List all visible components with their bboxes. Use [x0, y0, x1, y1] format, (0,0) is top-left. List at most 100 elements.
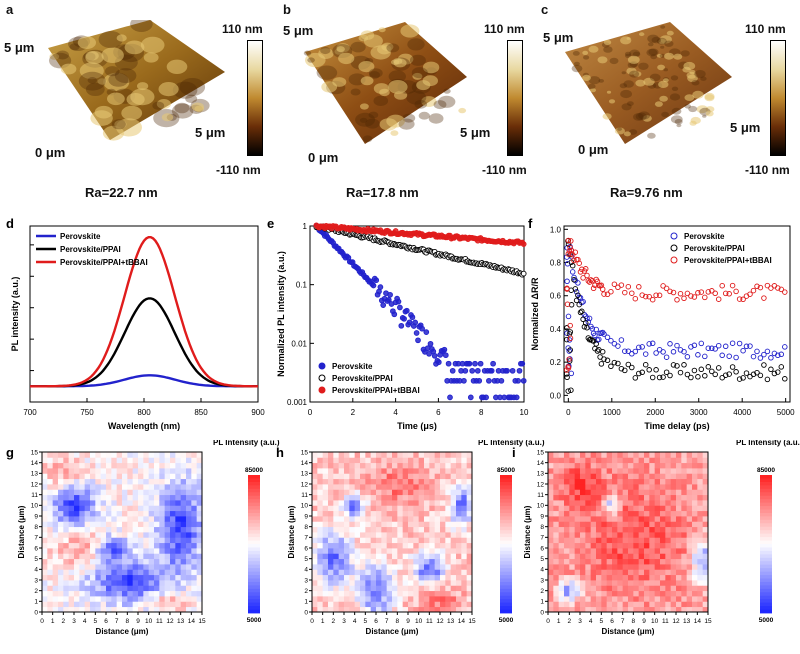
heatmap-cell: [553, 457, 560, 464]
heatmap-cell: [654, 558, 661, 565]
heatmap-cell: [461, 457, 468, 464]
heatmap-cell: [106, 516, 112, 522]
heatmap-cell: [338, 558, 345, 565]
heatmap-cell: [79, 569, 86, 576]
afm-grain: [152, 101, 165, 110]
heatmap-cell: [84, 542, 91, 549]
afm-grain: [414, 99, 428, 109]
heatmap-cell: [628, 457, 634, 464]
heatmap-cell: [52, 553, 59, 560]
data-point: [733, 369, 739, 375]
heatmap-cell: [402, 473, 409, 480]
heatmap-cell: [466, 494, 473, 501]
heatmap-cell: [63, 606, 70, 613]
heatmap-cell: [580, 505, 586, 512]
heatmap-cell: [434, 462, 441, 469]
heatmap-cell: [186, 516, 192, 522]
heatmap-cell: [68, 457, 75, 464]
heatmap-cell: [665, 478, 672, 485]
y-tick-label: 13: [537, 471, 545, 478]
colorbar-step: [248, 547, 260, 552]
data-point: [615, 343, 621, 349]
afm-grain: [656, 37, 667, 45]
heatmap-cell: [697, 521, 704, 528]
x-tick-label: 0: [546, 618, 550, 625]
afm-grain: [350, 41, 366, 53]
heatmap-cell: [116, 580, 123, 586]
heatmap-cell: [159, 478, 166, 485]
heatmap-cell: [617, 526, 624, 533]
heatmap-cell: [692, 553, 698, 560]
heatmap-cell: [132, 601, 139, 608]
heatmap-cell: [159, 542, 166, 549]
heatmap-cell: [440, 601, 446, 608]
afm-grain: [638, 111, 650, 120]
heatmap-cell: [681, 526, 688, 533]
heatmap-cell: [606, 606, 613, 613]
x-tick-label: 900: [251, 408, 265, 417]
heatmap-cell: [461, 484, 468, 490]
heatmap-cell: [312, 505, 318, 512]
heatmap-cell: [106, 478, 112, 485]
heatmap-cell: [148, 457, 155, 464]
heatmap-cell: [349, 542, 356, 549]
colorbar-step: [248, 530, 260, 535]
heatmap-cell: [349, 489, 356, 496]
colorbar-step: [760, 585, 772, 590]
heatmap-cell: [585, 596, 592, 602]
heatmap-cell: [558, 606, 565, 613]
data-point: [568, 238, 574, 244]
x-axis-label: Distance (μm): [96, 627, 149, 636]
x-tick-label: 8: [479, 408, 484, 417]
heatmap-cell: [132, 462, 139, 469]
colorbar-step: [760, 516, 772, 521]
heatmap-cell: [180, 494, 187, 501]
heatmap-cell: [344, 484, 350, 490]
afm-grain: [694, 70, 706, 78]
heatmap-cell: [590, 452, 597, 458]
heatmap-cell: [100, 564, 107, 570]
heatmap-cell: [154, 580, 160, 586]
heatmap-cell: [74, 532, 80, 538]
heatmap-cell: [638, 564, 645, 570]
heatmap-cell: [445, 585, 452, 592]
heatmap-cell: [450, 558, 457, 565]
heatmap-cell: [180, 500, 187, 506]
heatmap-cell: [175, 516, 182, 522]
heatmap-cell: [196, 457, 203, 464]
heatmap-cell: [548, 516, 554, 522]
heatmap-h: [312, 452, 473, 613]
data-point: [715, 365, 722, 371]
heatmap-cell: [434, 510, 441, 517]
heatmap-cell: [585, 468, 592, 474]
heatmap-cell: [692, 564, 698, 570]
heatmap-cell: [654, 526, 661, 533]
heatmap-cell: [564, 537, 570, 544]
heatmap-cell: [402, 457, 409, 464]
heatmap-cell: [429, 601, 436, 608]
y-tick-label: 5: [304, 556, 308, 563]
heatmap-cell: [381, 537, 388, 544]
heatmap-cell: [370, 574, 377, 581]
heatmap-cell: [111, 462, 118, 469]
data-point: [722, 343, 729, 350]
heatmap-cell: [424, 462, 430, 469]
heatmap-cell: [170, 494, 176, 501]
heatmap-cell: [590, 462, 597, 469]
heatmap-cell: [418, 601, 425, 608]
data-point: [567, 244, 573, 251]
heatmap-cell: [590, 516, 597, 522]
heatmap-cell: [461, 462, 468, 469]
heatmap-cell: [381, 596, 388, 602]
heatmap-cell: [370, 510, 377, 517]
heatmap-cell: [580, 462, 586, 469]
heatmap-cell: [370, 532, 377, 538]
heatmap-cell: [333, 542, 340, 549]
heatmap-cell: [408, 585, 414, 592]
afm-grain: [627, 101, 634, 106]
heatmap-cell: [590, 585, 597, 592]
heatmap-cell: [386, 532, 393, 538]
heatmap-cell: [424, 457, 430, 464]
heatmap-cell: [424, 580, 430, 586]
heatmap-cell: [649, 489, 656, 496]
